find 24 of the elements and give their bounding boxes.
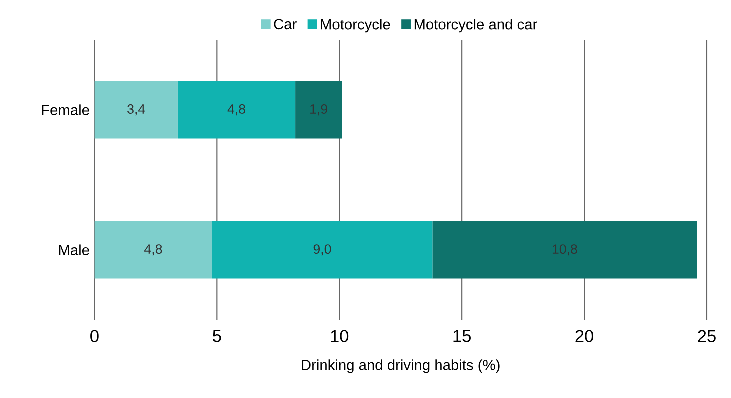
data-label: 9,0: [314, 244, 332, 256]
bar: [296, 82, 342, 139]
x-tick-label: 5: [213, 330, 222, 343]
bar: [94, 222, 212, 280]
legend-label: Motorcycle: [321, 19, 390, 33]
data-label: 3,4: [128, 104, 146, 116]
x-tick-label: 15: [454, 330, 471, 343]
data-label: 4,8: [228, 104, 246, 116]
bar: [94, 82, 178, 139]
legend-label: Motorcycle and car: [414, 19, 538, 33]
x-tick-label: 10: [331, 330, 349, 343]
x-axis-title: Drinking and driving habits (%): [302, 360, 500, 374]
bar: [212, 222, 433, 280]
x-tick-label: 20: [576, 330, 594, 343]
x-tick-label: 0: [90, 330, 99, 343]
y-tick-label: Male: [59, 244, 90, 256]
bar: [432, 222, 698, 280]
data-label: 4,8: [144, 244, 162, 256]
x-tick-label: 25: [698, 330, 716, 343]
legend-label: Car: [274, 19, 297, 30]
y-tick-label: Female: [42, 104, 90, 116]
data-label: 10,8: [552, 244, 578, 256]
bar: [178, 82, 296, 139]
data-label: 1,9: [310, 104, 328, 116]
